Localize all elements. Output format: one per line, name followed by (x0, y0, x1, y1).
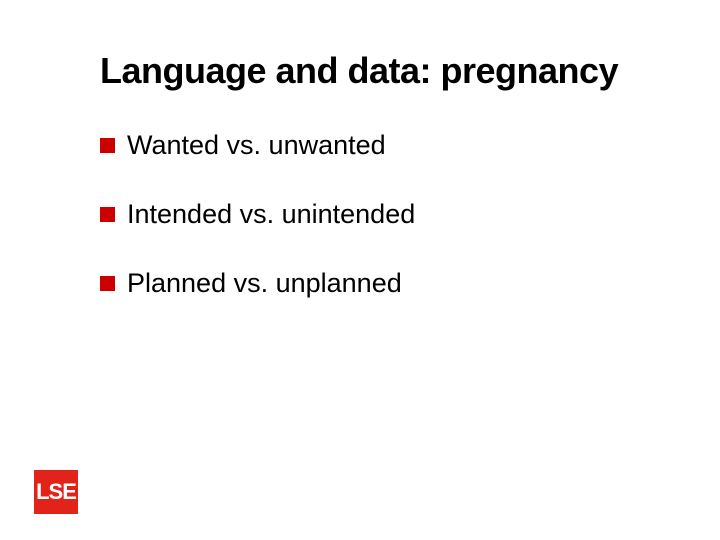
square-bullet-icon (100, 138, 115, 153)
square-bullet-icon (100, 276, 115, 291)
bullet-list: Wanted vs. unwanted Intended vs. uninten… (100, 130, 660, 299)
slide-title: Language and data: pregnancy (100, 50, 660, 92)
lse-logo: LSE (34, 470, 78, 514)
square-bullet-icon (100, 207, 115, 222)
bullet-text: Planned vs. unplanned (127, 268, 402, 299)
slide: Language and data: pregnancy Wanted vs. … (0, 0, 720, 540)
bullet-item: Wanted vs. unwanted (100, 130, 660, 161)
bullet-text: Intended vs. unintended (127, 199, 415, 230)
bullet-item: Planned vs. unplanned (100, 268, 660, 299)
logo-text: LSE (36, 479, 76, 505)
bullet-text: Wanted vs. unwanted (127, 130, 386, 161)
bullet-item: Intended vs. unintended (100, 199, 660, 230)
